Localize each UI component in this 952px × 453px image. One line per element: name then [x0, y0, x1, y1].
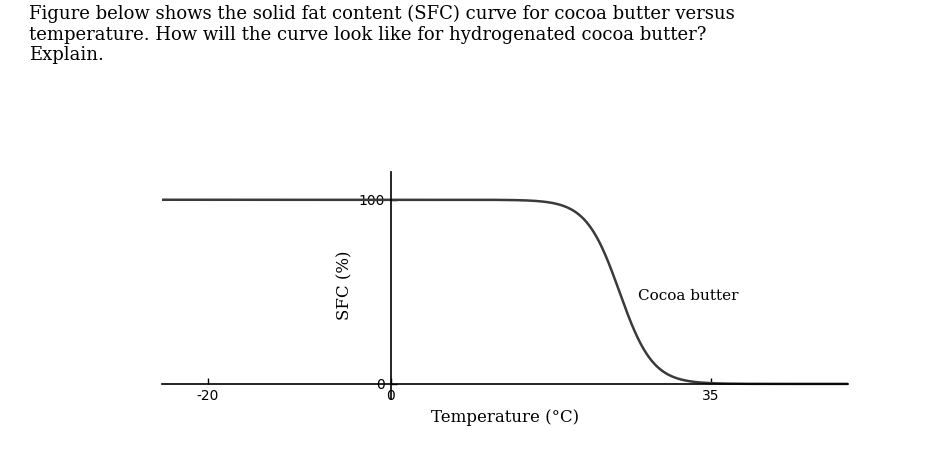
X-axis label: Temperature (°C): Temperature (°C) [430, 409, 579, 426]
Text: Figure below shows the solid fat content (SFC) curve for cocoa butter versus
tem: Figure below shows the solid fat content… [29, 5, 734, 64]
Y-axis label: SFC (%): SFC (%) [336, 251, 353, 320]
Text: Cocoa butter: Cocoa butter [637, 289, 738, 303]
